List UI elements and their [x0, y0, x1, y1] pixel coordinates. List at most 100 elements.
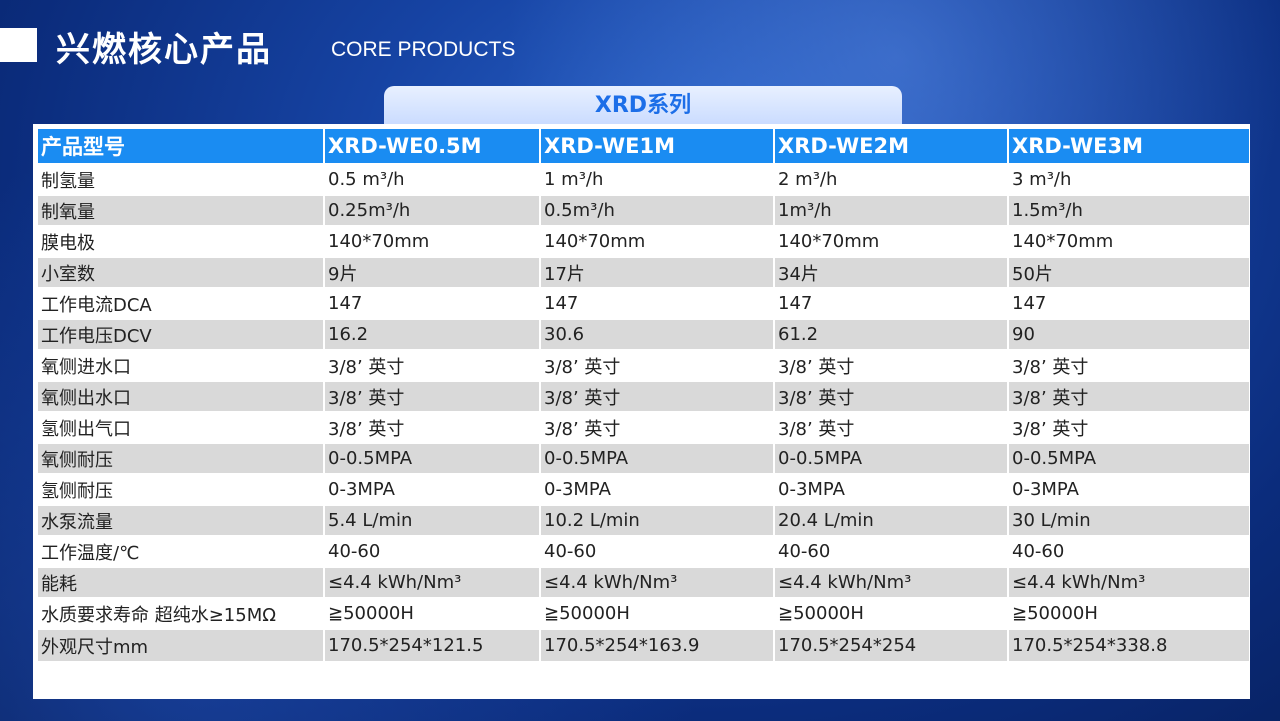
- row-label-cell: 水质要求寿命 超纯水≥15MΩ: [38, 599, 323, 628]
- value-cell: 17片: [541, 258, 773, 287]
- table-row: 水泵流量 5.4 L/min 10.2 L/min 20.4 L/min 30 L/mi…: [38, 506, 1249, 535]
- row-label-cell: 工作电流DCA: [38, 289, 323, 318]
- row-label-cell: 能耗: [38, 568, 323, 597]
- value-cell: 3/8’ 英寸: [1009, 413, 1249, 442]
- value-cell: 140*70mm: [1009, 227, 1249, 256]
- page-subtitle: CORE PRODUCTS: [331, 38, 516, 61]
- value-cell: 1.5m³/h: [1009, 196, 1249, 225]
- value-cell: 170.5*254*163.9: [541, 630, 773, 661]
- table-row: 工作电压DCV 16.2 30.6 61.2 90: [38, 320, 1249, 349]
- value-cell: 90: [1009, 320, 1249, 349]
- value-cell: 0.25m³/h: [325, 196, 539, 225]
- table-row: 能耗 ≤4.4 kWh/Nm³ ≤4.4 kWh/Nm³ ≤4.4 kWh/Nm³ ≤4…: [38, 568, 1249, 597]
- value-cell: 61.2: [775, 320, 1007, 349]
- header-cell-model: XRD-WE3M: [1009, 129, 1249, 163]
- table-row: 氧侧耐压 0-0.5MPA 0-0.5MPA 0-0.5MPA 0-0.5MPA: [38, 444, 1249, 473]
- row-label-cell: 小室数: [38, 258, 323, 287]
- row-label-cell: 氢侧耐压: [38, 475, 323, 504]
- value-cell: ≤4.4 kWh/Nm³: [775, 568, 1007, 597]
- value-cell: 140*70mm: [325, 227, 539, 256]
- header-cell-model: XRD-WE2M: [775, 129, 1007, 163]
- table-row: 氢侧耐压 0-3MPA 0-3MPA 0-3MPA 0-3MPA: [38, 475, 1249, 504]
- header-cell-model: XRD-WE1M: [541, 129, 773, 163]
- value-cell: ≧50000H: [541, 599, 773, 628]
- value-cell: 30.6: [541, 320, 773, 349]
- value-cell: 3/8’ 英寸: [541, 351, 773, 380]
- table-row: 氢侧出气口 3/8’ 英寸 3/8’ 英寸 3/8’ 英寸 3/8’ 英寸: [38, 413, 1249, 442]
- table-row: 工作电流DCA 147 147 147 147: [38, 289, 1249, 318]
- value-cell: 0-0.5MPA: [1009, 444, 1249, 473]
- value-cell: ≧50000H: [775, 599, 1007, 628]
- value-cell: 0-3MPA: [775, 475, 1007, 504]
- value-cell: 170.5*254*254: [775, 630, 1007, 661]
- row-label-cell: 氧侧出水口: [38, 382, 323, 411]
- value-cell: 3/8’ 英寸: [325, 351, 539, 380]
- table-header-row: 产品型号 XRD-WE0.5M XRD-WE1M XRD-WE2M XRD-WE3M: [38, 129, 1249, 163]
- value-cell: ≤4.4 kWh/Nm³: [541, 568, 773, 597]
- table-row: 制氢量 0.5 m³/h 1 m³/h 2 m³/h 3 m³/h: [38, 165, 1249, 194]
- spec-table: 产品型号 XRD-WE0.5M XRD-WE1M XRD-WE2M XRD-WE3M 制…: [36, 127, 1251, 663]
- value-cell: 3/8’ 英寸: [325, 382, 539, 411]
- value-cell: 3 m³/h: [1009, 165, 1249, 194]
- value-cell: 0-3MPA: [541, 475, 773, 504]
- value-cell: ≧50000H: [1009, 599, 1249, 628]
- row-label-cell: 膜电极: [38, 227, 323, 256]
- row-label-cell: 氧侧进水口: [38, 351, 323, 380]
- value-cell: 1m³/h: [775, 196, 1007, 225]
- value-cell: 3/8’ 英寸: [325, 413, 539, 442]
- table-row: 小室数 9片 17片 34片 50片: [38, 258, 1249, 287]
- title-accent-bar: [0, 28, 37, 62]
- value-cell: 0-3MPA: [1009, 475, 1249, 504]
- value-cell: ≧50000H: [325, 599, 539, 628]
- value-cell: 3/8’ 英寸: [541, 413, 773, 442]
- value-cell: 40-60: [325, 537, 539, 566]
- value-cell: 1 m³/h: [541, 165, 773, 194]
- value-cell: 40-60: [1009, 537, 1249, 566]
- table-row: 工作温度/℃ 40-60 40-60 40-60 40-60: [38, 537, 1249, 566]
- table-row: 氧侧出水口 3/8’ 英寸 3/8’ 英寸 3/8’ 英寸 3/8’ 英寸: [38, 382, 1249, 411]
- page-title: 兴燃核心产品: [56, 30, 272, 70]
- value-cell: 3/8’ 英寸: [775, 351, 1007, 380]
- value-cell: 170.5*254*338.8: [1009, 630, 1249, 661]
- value-cell: 3/8’ 英寸: [775, 382, 1007, 411]
- table-row: 外观尺寸mm 170.5*254*121.5 170.5*254*163.9 170.…: [38, 630, 1249, 661]
- row-label-cell: 外观尺寸mm: [38, 630, 323, 661]
- value-cell: 30 L/min: [1009, 506, 1249, 535]
- value-cell: 0-3MPA: [325, 475, 539, 504]
- value-cell: 0-0.5MPA: [541, 444, 773, 473]
- row-label-cell: 制氧量: [38, 196, 323, 225]
- value-cell: ≤4.4 kWh/Nm³: [325, 568, 539, 597]
- value-cell: 40-60: [541, 537, 773, 566]
- value-cell: 140*70mm: [775, 227, 1007, 256]
- row-label-cell: 制氢量: [38, 165, 323, 194]
- value-cell: 5.4 L/min: [325, 506, 539, 535]
- header-cell-label: 产品型号: [38, 129, 323, 163]
- value-cell: 147: [325, 289, 539, 318]
- value-cell: 0-0.5MPA: [775, 444, 1007, 473]
- spec-table-container: 产品型号 XRD-WE0.5M XRD-WE1M XRD-WE2M XRD-WE3M 制…: [33, 124, 1250, 699]
- value-cell: 170.5*254*121.5: [325, 630, 539, 661]
- value-cell: 16.2: [325, 320, 539, 349]
- value-cell: 147: [1009, 289, 1249, 318]
- value-cell: 3/8’ 英寸: [1009, 351, 1249, 380]
- value-cell: 20.4 L/min: [775, 506, 1007, 535]
- row-label-cell: 工作电压DCV: [38, 320, 323, 349]
- value-cell: 50片: [1009, 258, 1249, 287]
- table-row: 膜电极 140*70mm 140*70mm 140*70mm 140*70mm: [38, 227, 1249, 256]
- table-body: 制氢量 0.5 m³/h 1 m³/h 2 m³/h 3 m³/h 制氧量 0.25m³/h…: [38, 165, 1249, 661]
- header-cell-model: XRD-WE0.5M: [325, 129, 539, 163]
- row-label-cell: 氢侧出气口: [38, 413, 323, 442]
- value-cell: ≤4.4 kWh/Nm³: [1009, 568, 1249, 597]
- value-cell: 0.5m³/h: [541, 196, 773, 225]
- table-row: 水质要求寿命 超纯水≥15MΩ ≧50000H ≧50000H ≧50000H ≧500…: [38, 599, 1249, 628]
- value-cell: 34片: [775, 258, 1007, 287]
- row-label-cell: 水泵流量: [38, 506, 323, 535]
- value-cell: 140*70mm: [541, 227, 773, 256]
- value-cell: 0.5 m³/h: [325, 165, 539, 194]
- table-row: 制氧量 0.25m³/h 0.5m³/h 1m³/h 1.5m³/h: [38, 196, 1249, 225]
- series-tab: XRD系列: [384, 86, 902, 126]
- table-row: 氧侧进水口 3/8’ 英寸 3/8’ 英寸 3/8’ 英寸 3/8’ 英寸: [38, 351, 1249, 380]
- value-cell: 0-0.5MPA: [325, 444, 539, 473]
- value-cell: 2 m³/h: [775, 165, 1007, 194]
- value-cell: 3/8’ 英寸: [775, 413, 1007, 442]
